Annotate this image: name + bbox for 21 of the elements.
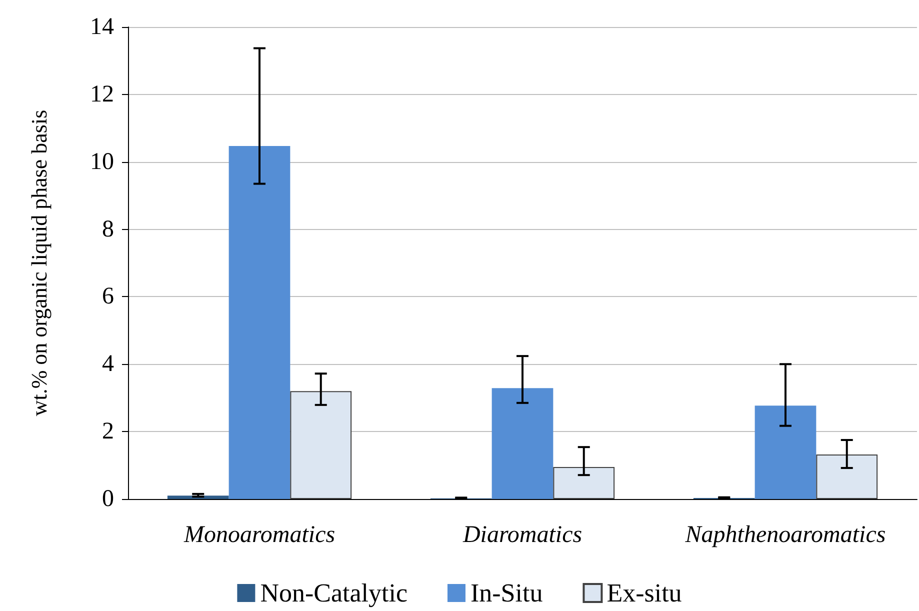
y-tick-label: 2 [102, 418, 114, 445]
legend-label: Non-Catalytic [260, 578, 408, 608]
x-tick-label: Naphthenoaromatics [684, 522, 886, 548]
bar [754, 406, 816, 499]
bar [228, 146, 290, 499]
y-tick-label: 0 [102, 486, 114, 512]
legend-label: Ex-situ [606, 578, 682, 608]
y-tick-label: 6 [102, 284, 114, 310]
bar [553, 466, 615, 499]
y-tick-label: 10 [90, 148, 114, 175]
legend-label: In-Situ [470, 578, 543, 608]
y-tick-label: 14 [90, 14, 114, 40]
y-tick-label: 4 [102, 351, 114, 378]
y-tick-label: 12 [90, 81, 114, 108]
bar [816, 454, 878, 499]
y-tick-label: 8 [102, 216, 114, 242]
x-tick-label: Monoaromatics [182, 522, 336, 548]
x-tick-label: Diaromatics [462, 522, 582, 548]
bar [290, 391, 352, 499]
bar [492, 388, 554, 499]
y-axis-title: wt.% on organic liquid phase basis [26, 110, 52, 416]
